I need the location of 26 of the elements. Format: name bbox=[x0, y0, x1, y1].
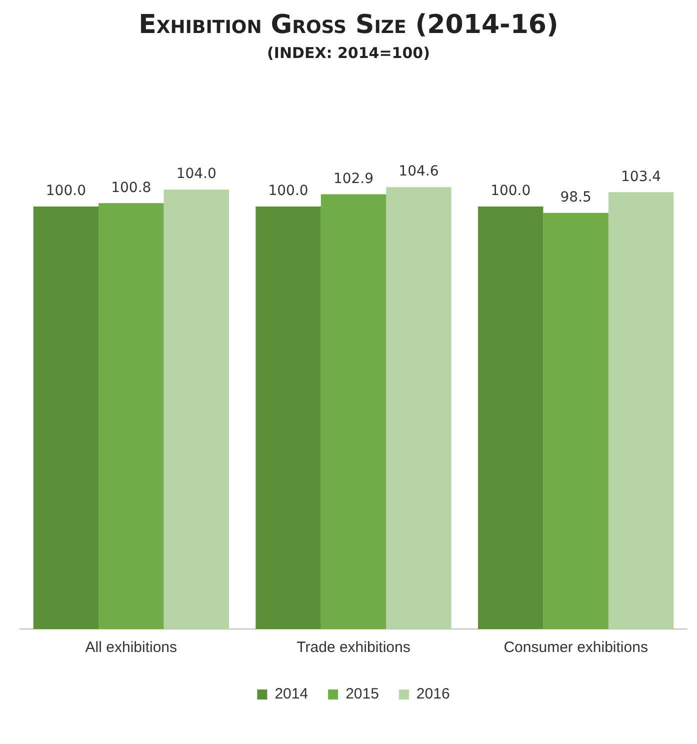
bar bbox=[608, 192, 674, 629]
x-tick-label: All exhibitions bbox=[85, 639, 178, 656]
chart-subtitle: (INDEX: 2014=100) bbox=[266, 44, 431, 62]
legend-label: 2014 bbox=[274, 686, 308, 703]
data-label: 103.4 bbox=[621, 168, 662, 185]
bar bbox=[478, 206, 544, 629]
bar bbox=[320, 194, 386, 629]
bar bbox=[256, 206, 321, 629]
legend-label: 2016 bbox=[416, 686, 450, 703]
data-label: 104.6 bbox=[398, 164, 439, 180]
x-tick-label: Consumer exhibitions bbox=[504, 639, 648, 656]
legend-label: 2015 bbox=[346, 686, 379, 703]
data-label: 100.0 bbox=[268, 183, 308, 200]
x-tick-label: Trade exhibitions bbox=[296, 639, 410, 656]
data-label: 100.8 bbox=[111, 180, 152, 196]
data-label: 104.0 bbox=[176, 166, 216, 182]
bar bbox=[386, 187, 452, 629]
data-label: 100.0 bbox=[46, 183, 86, 200]
data-label: 100.0 bbox=[490, 183, 531, 200]
data-label: 98.5 bbox=[560, 189, 592, 206]
data-label: 102.9 bbox=[333, 170, 374, 187]
bar bbox=[33, 206, 99, 629]
bar bbox=[164, 190, 229, 629]
bar bbox=[543, 212, 608, 629]
chart-title: Exhibition Gross Size (2014-16) bbox=[138, 10, 560, 40]
bar bbox=[98, 203, 164, 629]
